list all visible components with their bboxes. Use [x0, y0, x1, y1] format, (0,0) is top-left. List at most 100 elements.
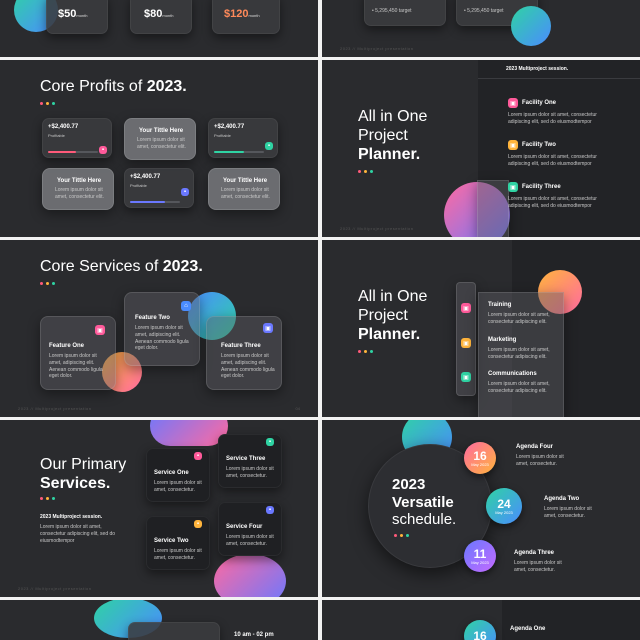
facility-body: Lorem ipsum dolor sit amet, consectetur …: [508, 154, 597, 167]
gradient-blob: [214, 554, 286, 597]
feature-card: ▣ Feature One Lorem ipsum dolor sit amet…: [40, 316, 116, 390]
service-body: Lorem ipsum dolor sit amet, consectetur.: [226, 534, 274, 547]
right-panel: [502, 600, 640, 640]
agenda-body: Lorem ipsum dolor sit amet, consectetur.: [516, 454, 564, 467]
tile-title: Your Tittle Here: [139, 128, 184, 134]
panel-header: 2023 Multiproject session.: [478, 60, 640, 79]
tile-body: Lorem ipsum dolor sit amet, consectetur …: [221, 187, 270, 200]
slide-footer: 2023 // Multiproject presentation: [340, 226, 414, 231]
slide-versatile-schedule[interactable]: 2023 Versatile schedule. 16 May 2023 Agenda…: [322, 420, 640, 597]
service-card: ▪ Service Three Lorem ipsum dolor sit am…: [218, 434, 282, 488]
feature-title: Feature One: [49, 343, 85, 349]
item-body: Lorem ipsum dolor sit amet, consectetur …: [488, 381, 550, 394]
tile-title: Your Tittle Here: [57, 178, 102, 184]
slide-planner-facilities[interactable]: 2023 Multiproject session. All in One Pro…: [322, 60, 640, 237]
schedule-card: [128, 622, 220, 640]
slide-title: 2023 Versatile schedule.: [392, 476, 457, 529]
agenda-title: Agenda Three: [514, 550, 555, 556]
date-badge: 16 May 2023: [464, 442, 496, 474]
progress-bar: [130, 201, 180, 203]
facility-icon: ▣: [508, 140, 518, 150]
agenda-body: Lorem ipsum dolor sit amet, consectetur.: [544, 506, 592, 519]
slide-footer: 2023 // Multiproject presentation: [18, 586, 92, 591]
date-badge: 16: [464, 620, 496, 640]
price-card: $50month: [46, 0, 108, 34]
gradient-blob: [511, 6, 551, 46]
color-dots: [358, 170, 373, 173]
slide-targets[interactable]: • 5,295,450 target • 5,295,450 target 20…: [322, 0, 640, 57]
time-label: 10 am - 02 pm: [234, 632, 274, 638]
service-body: Lorem ipsum dolor sit amet, consectetur.: [154, 480, 202, 493]
gradient-blob: [150, 420, 228, 446]
feature-icon: ▣: [263, 323, 273, 333]
stat-card: +$2,400.77 Profitable ▪: [124, 168, 194, 208]
progress-fill: [214, 151, 244, 153]
facility-body: Lorem ipsum dolor sit amet, consectetur …: [508, 112, 597, 125]
service-icon: ▪: [266, 438, 274, 446]
slide-title: Core Services of 2023.: [40, 258, 203, 275]
facility-body: Lorem ipsum dolor sit amet, consectetur …: [508, 196, 597, 209]
title-tile: Your Tittle Here Lorem ipsum dolor sit a…: [208, 168, 280, 210]
item-title: Marketing: [488, 337, 517, 343]
slide-pricing[interactable]: $50month $80month $120month: [0, 0, 318, 57]
progress-fill: [48, 151, 76, 153]
session-heading: 2023 Multiproject session.: [40, 514, 103, 520]
feature-card: ▣ Feature Three Lorem ipsum dolor sit am…: [206, 316, 282, 390]
color-dots: [40, 282, 55, 285]
stat-value: +$2,400.77: [214, 124, 245, 130]
item-body: Lorem ipsum dolor sit amet, consectetur …: [488, 312, 550, 325]
color-dots: [358, 350, 373, 353]
tile-body: Lorem ipsum dolor sit amet, consectetur …: [137, 137, 186, 150]
slide-core-services[interactable]: Core Services of 2023. ▣ Feature One Lor…: [0, 240, 318, 417]
facility-title: Facility Two: [522, 142, 556, 148]
feature-title: Feature Two: [135, 315, 170, 321]
facility-icon: ▣: [508, 98, 518, 108]
color-dots: [40, 102, 55, 105]
feature-body: Lorem ipsum dolor sit amet, adipiscing e…: [135, 325, 189, 352]
agenda-title: Agenda Four: [516, 444, 553, 450]
slide-time-schedule[interactable]: 10 am - 02 pm: [0, 600, 318, 640]
service-title: Service One: [154, 470, 189, 476]
feature-title: Feature Three: [221, 343, 261, 349]
tile-title: Your Tittle Here: [223, 178, 268, 184]
slide-planner-list[interactable]: All in One Project Planner. ▣ ▣ ▣ Training…: [322, 240, 640, 417]
stat-label: Profitable: [214, 133, 231, 138]
feature-icon: ⌂: [181, 301, 191, 311]
marketing-icon: ▣: [461, 338, 471, 348]
date-badge: 24 May 2023: [486, 488, 522, 524]
service-icon: ▪: [194, 520, 202, 528]
facility-icon: ▣: [508, 182, 518, 192]
slide-footer: 2023 // Multiproject presentation: [18, 406, 92, 411]
slide-footer: 2023 // Multiproject presentation: [340, 46, 414, 51]
chart-icon: ▪: [99, 146, 107, 154]
session-body: Lorem ipsum dolor sit amet, consectetur …: [40, 524, 116, 544]
stat-value: +$2,400.77: [48, 124, 79, 130]
communications-icon: ▣: [461, 372, 471, 382]
price-card: $120month: [212, 0, 280, 34]
stat-label: Profitable: [48, 133, 65, 138]
slide-title: Core Profits of 2023.: [40, 78, 187, 95]
tile-body: Lorem ipsum dolor sit amet, consectetur …: [55, 187, 104, 200]
progress-fill: [130, 201, 165, 203]
glass-overlay: [477, 180, 509, 237]
date-badge: 11 May 2023: [464, 540, 496, 572]
service-icon: ▪: [266, 506, 274, 514]
price-value: $50month: [58, 8, 88, 20]
slide-title: All in One Project Planner.: [358, 108, 428, 163]
service-icon: ▪: [194, 452, 202, 460]
stat-card: +$2,400.77 Profitable ▪: [208, 118, 278, 158]
slide-core-profits[interactable]: Core Profits of 2023. +$2,400.77 Profita…: [0, 60, 318, 237]
list-panel: [478, 292, 564, 417]
price-value: $120month: [224, 8, 260, 20]
slide-agenda[interactable]: 16 Agenda One: [322, 600, 640, 640]
chart-icon: ▪: [181, 188, 189, 196]
price-value: $80month: [144, 8, 174, 20]
item-body: Lorem ipsum dolor sit amet, consectetur …: [488, 347, 550, 360]
service-card: ▪ Service Two Lorem ipsum dolor sit amet…: [146, 516, 210, 570]
service-card: ▪ Service One Lorem ipsum dolor sit amet…: [146, 448, 210, 502]
slide-primary-services[interactable]: Our Primary Services. 2023 Multiproject s…: [0, 420, 318, 597]
facility-title: Facility Three: [522, 184, 561, 190]
page-number: 04: [295, 406, 300, 411]
right-panel: [512, 240, 640, 417]
chart-icon: ▪: [265, 142, 273, 150]
